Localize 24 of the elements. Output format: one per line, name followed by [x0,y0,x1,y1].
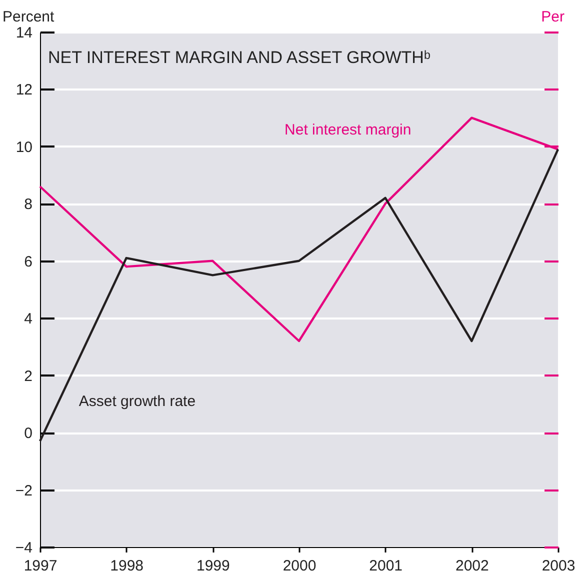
x-tick-label: 1999 [196,558,230,574]
y-tick-label: 10 [16,138,32,156]
y2-axis-title: Per [541,8,565,26]
y-tick-label: 8 [24,196,32,214]
y-tick-label: 12 [16,82,32,99]
y-tick-label: 6 [24,253,32,270]
y-tick-label: 2 [24,368,32,385]
x-tick-label: 2002 [455,558,489,574]
text: NET INTEREST MARGIN AND ASSET GROWTHᵇ [48,48,430,67]
y-axis-title: Percent [2,8,56,26]
y-tick-label: 4 [24,310,32,328]
line-series [38,116,560,342]
x-tick-label: 2000 [282,558,316,574]
x-tick-label: 2003 [542,558,576,574]
x-tick-label: 2001 [369,558,403,574]
x-tick-label: 1998 [110,558,144,574]
line-series [38,148,560,442]
y-tick-label: −2 [15,482,32,500]
y-tick-label: 0 [24,425,32,442]
y-tick-label: 14 [16,24,32,42]
x-tick-label: 1997 [24,558,58,574]
series-label: Net interest margin [284,121,412,138]
y-tick-label: −4 [15,540,32,556]
series-label: Asset growth rate [78,393,196,410]
